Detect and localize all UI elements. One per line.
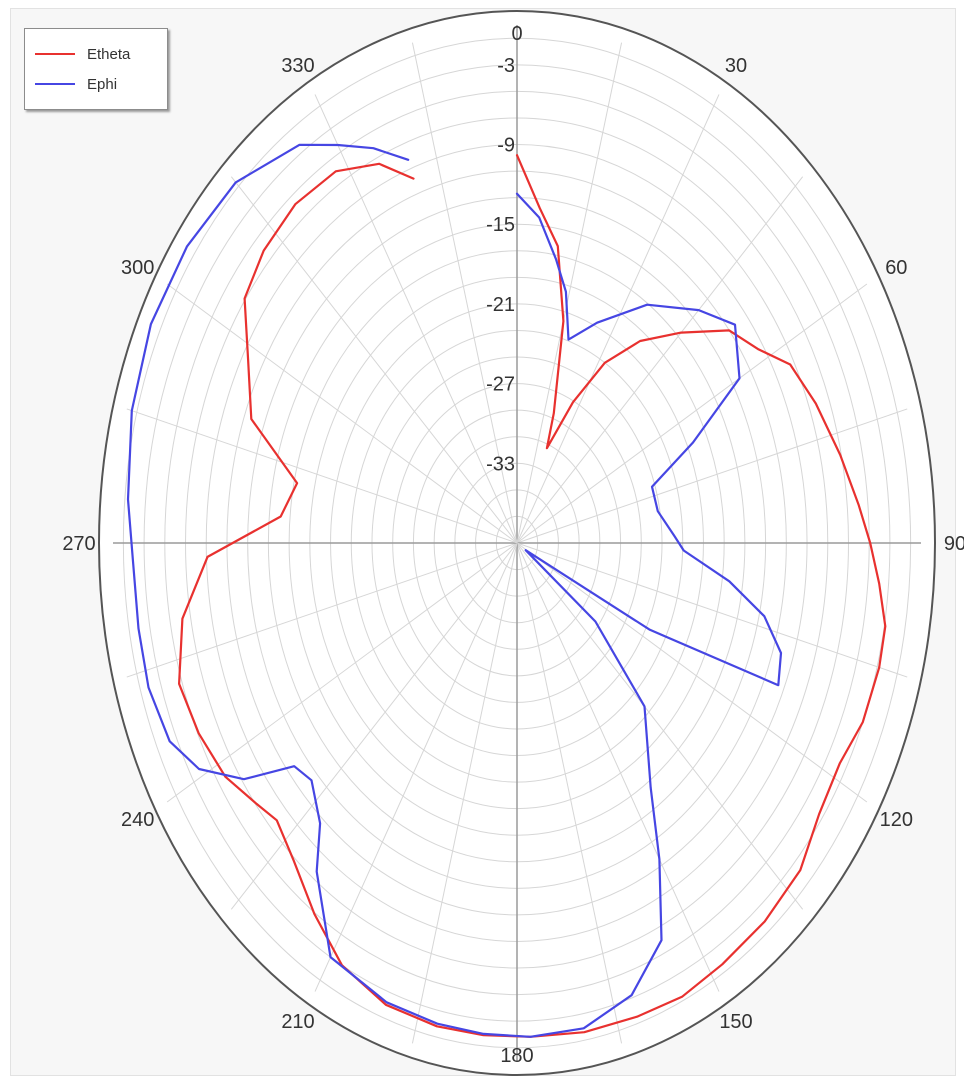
angle-label-210: 210 bbox=[281, 1011, 314, 1033]
legend-label-etheta: Etheta bbox=[87, 45, 131, 63]
grid-spoke bbox=[516, 542, 908, 678]
angle-label-330: 330 bbox=[281, 55, 314, 77]
grid-spoke bbox=[516, 408, 908, 544]
series-line-etheta bbox=[178, 154, 887, 1038]
angle-label-30: 30 bbox=[725, 55, 747, 77]
grid-spoke bbox=[516, 542, 720, 992]
grid-spoke bbox=[411, 542, 518, 1044]
grid-spoke bbox=[314, 542, 518, 992]
grid-spoke bbox=[411, 42, 518, 544]
radial-tick-label: -15 bbox=[486, 214, 515, 236]
outer-border bbox=[98, 10, 936, 1076]
axis-labels: -3 -9 -15 -21 -27 -33 30 60 90 120 150 180 210 240 270… bbox=[62, 23, 964, 1067]
radial-tick-label: -27 bbox=[486, 374, 515, 396]
angle-label-300: 300 bbox=[121, 257, 154, 279]
angle-label-90: 90 bbox=[944, 533, 964, 555]
angle-label-150: 150 bbox=[719, 1011, 752, 1033]
grid-spoke bbox=[516, 283, 868, 544]
legend-item-ephi: Ephi bbox=[35, 73, 117, 95]
angle-label-180: 180 bbox=[500, 1045, 533, 1067]
angle-label-240: 240 bbox=[121, 809, 154, 831]
legend-swatch-ephi bbox=[35, 83, 75, 85]
grid-spoke bbox=[166, 283, 518, 544]
series-layer bbox=[126, 143, 887, 1038]
grid-spoke bbox=[230, 542, 518, 910]
grid-spoke bbox=[126, 408, 518, 544]
grid-spoke bbox=[126, 542, 518, 678]
grid-spoke bbox=[516, 542, 804, 910]
angle-label-120: 120 bbox=[880, 809, 913, 831]
radial-tick-label: -9 bbox=[497, 135, 515, 157]
radial-tick-label: -33 bbox=[486, 453, 515, 475]
legend: Etheta Ephi bbox=[24, 28, 168, 110]
grid-spoke bbox=[516, 542, 623, 1044]
angle-label-60: 60 bbox=[885, 257, 907, 279]
legend-item-etheta: Etheta bbox=[35, 43, 130, 65]
grid-spoke bbox=[516, 176, 804, 544]
grid-spoke bbox=[516, 42, 623, 544]
radial-tick-label: -21 bbox=[486, 294, 515, 316]
series-line-ephi bbox=[126, 143, 783, 1038]
polar-grid bbox=[98, 10, 936, 1076]
angle-label-270: 270 bbox=[62, 533, 95, 555]
angle-label-0: 0 bbox=[511, 23, 522, 45]
radial-tick-label: -3 bbox=[497, 55, 515, 77]
grid-spoke bbox=[166, 542, 518, 803]
grid-spoke bbox=[230, 176, 518, 544]
grid-spoke bbox=[516, 542, 868, 803]
grid-spoke bbox=[516, 94, 720, 544]
legend-label-ephi: Ephi bbox=[87, 75, 118, 93]
legend-swatch-etheta bbox=[35, 53, 75, 55]
